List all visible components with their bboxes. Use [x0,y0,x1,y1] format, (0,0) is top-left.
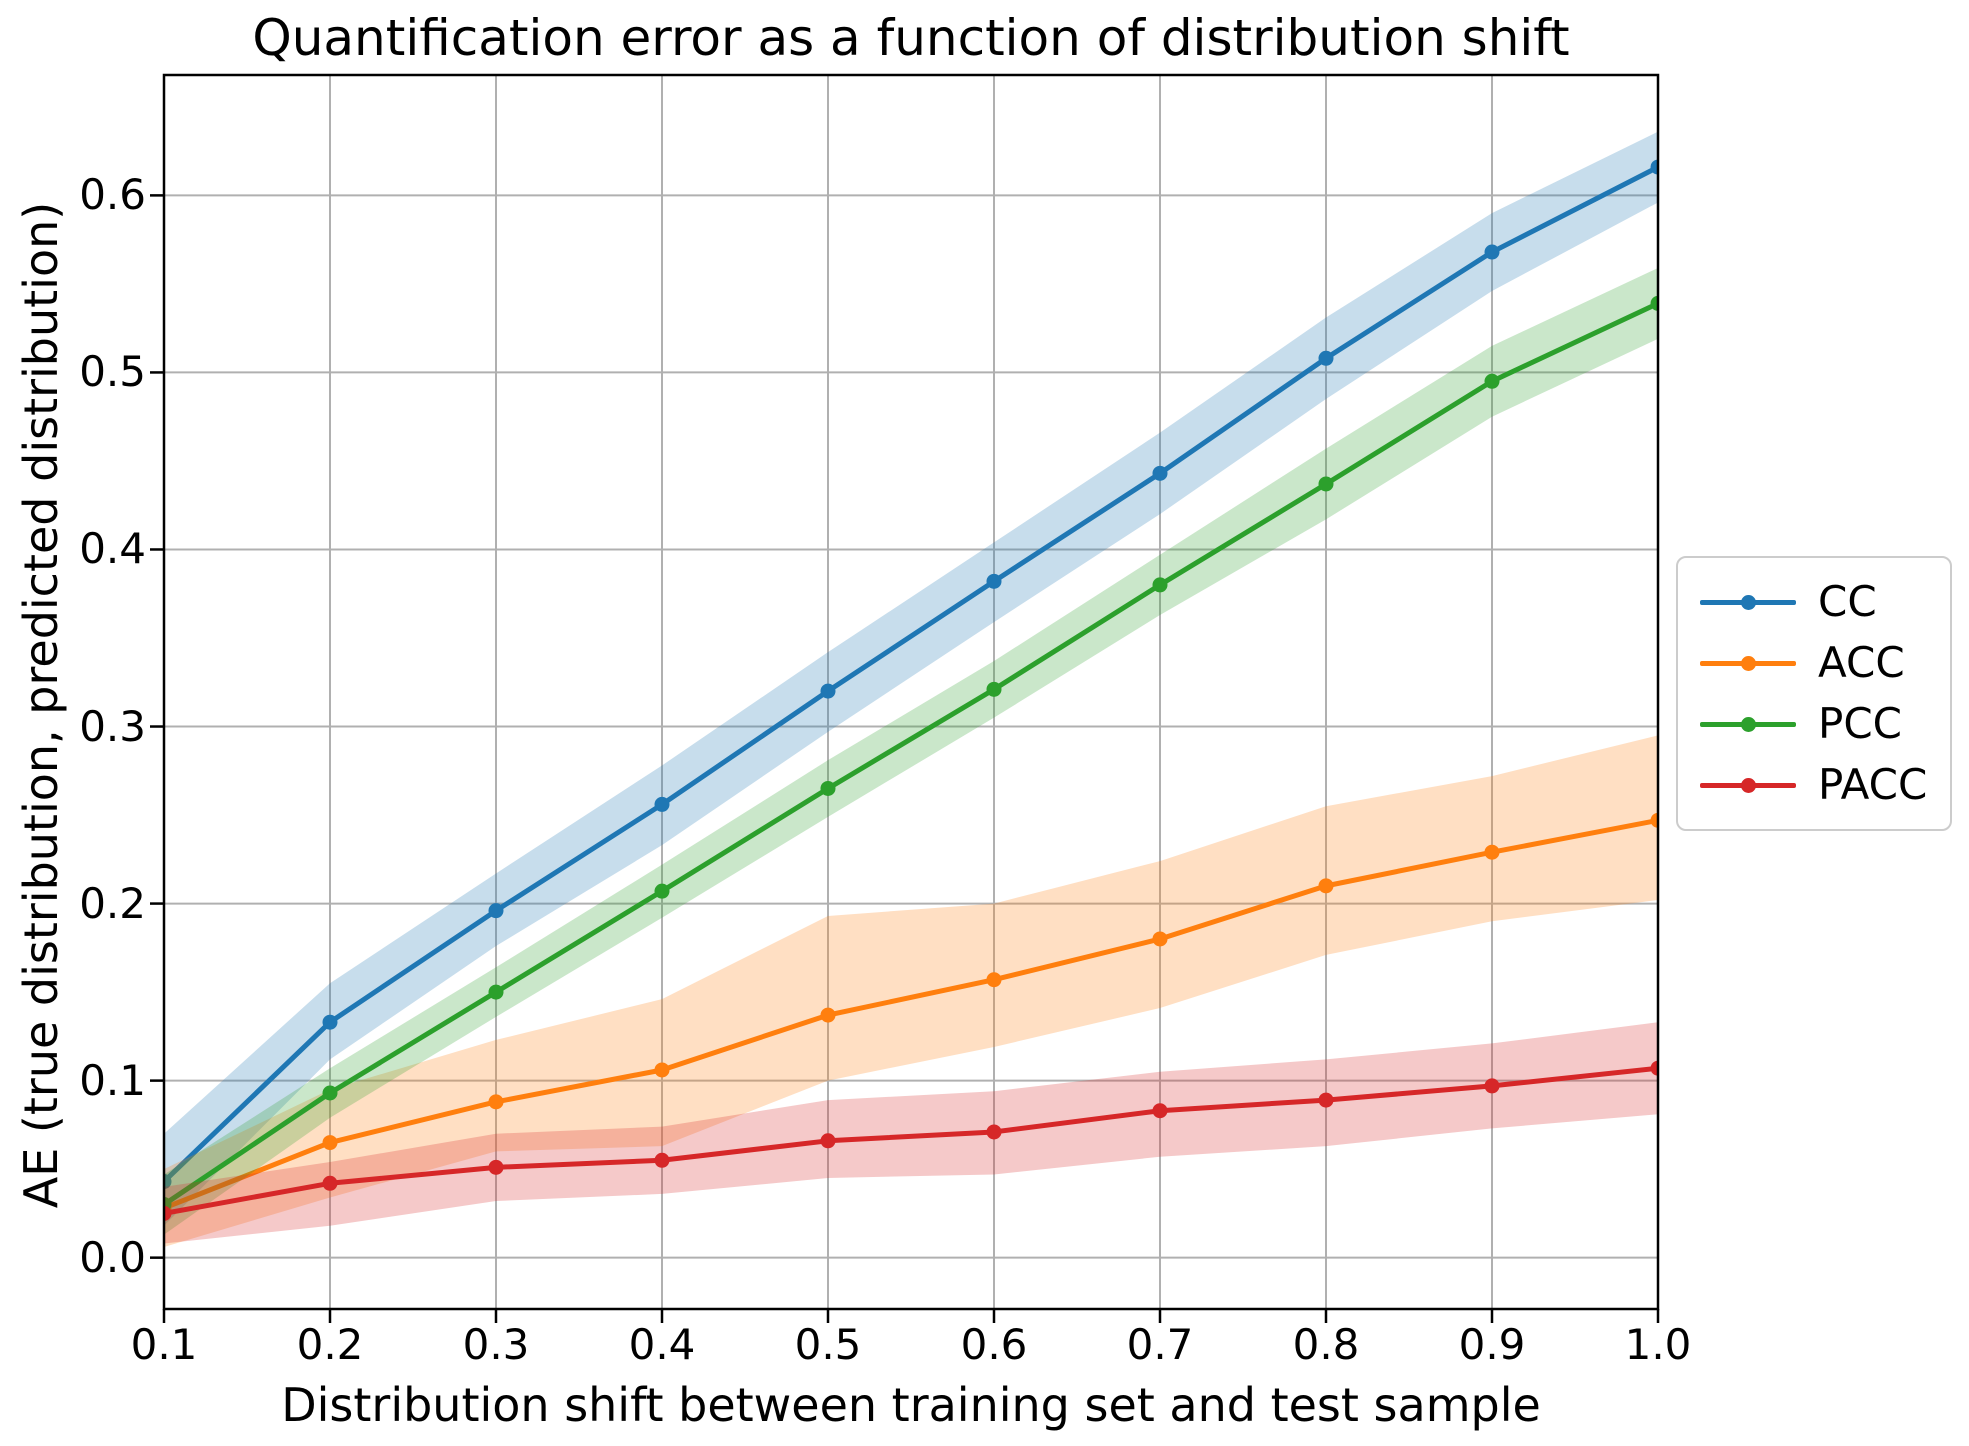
marker-pacc [654,1152,670,1168]
x-tick-label-1.0: 1.0 [1624,1320,1692,1369]
legend-line-marker-icon [1700,716,1796,732]
marker-acc [488,1094,504,1110]
legend-entry-acc: ACC [1700,639,1940,687]
marker-pcc [654,883,670,899]
x-tick-label-0.9: 0.9 [1458,1320,1526,1369]
marker-acc [654,1062,670,1078]
y-tick-label-0.1: 0.1 [79,1055,146,1105]
x-axis-label: Distribution shift between training set … [281,1378,1541,1432]
legend-entry-pcc: PCC [1700,698,1940,748]
confidence-band-acc [164,735,1658,1248]
series-cc [164,131,1658,1226]
legend-label-acc: ACC [1818,638,1905,688]
x-tick-label-0.1: 0.1 [130,1320,198,1369]
legend-entry-pacc: PACC [1700,759,1940,809]
marker-cc [1484,244,1500,260]
y-tick-label-0.4: 0.4 [79,524,146,574]
legend-entry-cc: CC [1700,578,1940,626]
x-tick-label-0.5: 0.5 [794,1320,862,1369]
marker-pcc [488,984,504,1000]
marker-pcc [1484,373,1500,389]
legend-label-pcc: PCC [1818,698,1902,748]
y-tick-label-0.0: 0.0 [79,1232,146,1282]
series-pcc [164,267,1658,1235]
marker-pacc [1484,1078,1500,1094]
marker-cc [820,683,836,699]
legend-line-marker-icon [1700,655,1796,672]
marker-pacc [986,1124,1002,1140]
marker-pcc [1650,295,1658,311]
x-tick-label-0.8: 0.8 [1292,1320,1360,1369]
marker-pacc [1650,1060,1658,1076]
y-tick-label-0.2: 0.2 [79,878,146,928]
line-acc [164,817,1658,1211]
marker-acc [322,1135,338,1151]
axes-spines [162,73,1660,1311]
x-tick-label-0.4: 0.4 [628,1320,696,1369]
x-tick-label-0.3: 0.3 [462,1320,530,1369]
marker-acc [1484,844,1500,860]
line-cc [164,164,1658,1185]
marker-acc [820,1007,836,1023]
tick-marks [150,194,1660,1323]
marker-pcc [322,1085,338,1101]
marker-pacc [164,1205,172,1221]
marker-cc [654,796,670,812]
marker-cc [1650,159,1658,175]
line-pacc [164,1065,1658,1216]
marker-pcc [1318,476,1334,492]
marker-pcc [986,681,1002,697]
line-pcc [164,300,1658,1208]
marker-cc [164,1174,172,1190]
x-tick-label-0.6: 0.6 [960,1320,1028,1369]
marker-acc [986,972,1002,988]
legend-line-marker-icon [1700,594,1796,611]
legend-label-pacc: PACC [1818,759,1928,809]
marker-cc [1318,350,1334,366]
chart-title: Quantification error as a function of di… [252,9,1570,67]
marker-cc [1152,465,1168,481]
legend-line-marker-icon [1700,777,1796,793]
marker-acc [1318,878,1334,894]
y-tick-label-0.3: 0.3 [79,701,146,751]
marker-acc [1650,812,1658,828]
x-tick-label-0.2: 0.2 [296,1320,364,1369]
marker-cc [986,573,1002,589]
marker-pcc [1152,577,1168,593]
confidence-band-cc [164,131,1658,1226]
marker-pacc [1318,1092,1334,1108]
marker-pacc [322,1175,338,1191]
legend: CC ACC PCC PACC [1676,556,1952,831]
confidence-band-pacc [164,1022,1658,1244]
legend-label-cc: CC [1818,577,1877,627]
x-tick-label-0.7: 0.7 [1126,1320,1194,1369]
y-tick-label-0.6: 0.6 [79,170,146,220]
marker-pacc [820,1133,836,1149]
series-pacc [164,1022,1658,1244]
marker-pcc [820,780,836,796]
marker-cc [322,1014,338,1030]
marker-cc [488,903,504,919]
marker-pacc [1152,1103,1168,1119]
y-tick-label-0.5: 0.5 [79,347,146,397]
marker-acc [1152,931,1168,947]
marker-pacc [488,1159,504,1175]
